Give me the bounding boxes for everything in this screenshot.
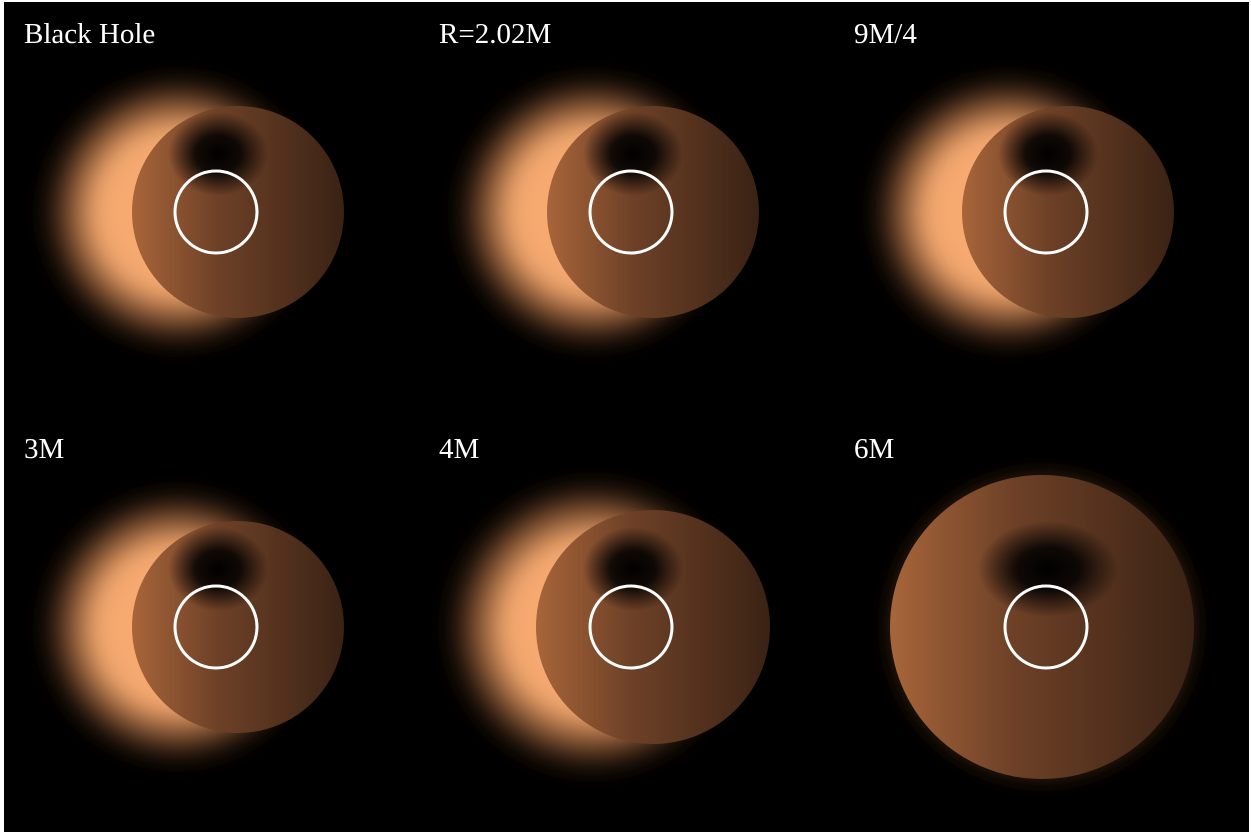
panel-9m-4: 9M/4 <box>834 2 1249 417</box>
panel-label: 6M <box>854 433 895 465</box>
shadow-spot <box>168 112 268 196</box>
compact-object-image <box>870 455 1214 799</box>
panel-label: 3M <box>24 433 65 465</box>
photon-ring <box>173 584 259 670</box>
image-grid: Black Hole R=2.02M 9M/4 3M 4M 6M <box>4 2 1249 832</box>
shadow-spot <box>583 112 683 196</box>
panel-label: 4M <box>439 433 480 465</box>
compact-object-image <box>860 64 1174 360</box>
shadow-spot <box>998 112 1098 196</box>
photon-ring <box>1003 584 1089 670</box>
shadow-spot <box>168 527 268 611</box>
black-hole-image <box>30 64 344 360</box>
photon-ring <box>1003 169 1089 255</box>
panel-label: Black Hole <box>24 18 156 50</box>
compact-object-image <box>434 468 770 786</box>
panel-r-2-02m: R=2.02M <box>419 2 834 417</box>
compact-object-image <box>445 64 759 360</box>
compact-object-image <box>30 479 344 775</box>
shadow-spot <box>583 527 683 611</box>
shadow-spot <box>978 521 1118 617</box>
shadow-disk <box>890 475 1194 779</box>
panel-6m: 6M <box>834 417 1249 832</box>
panel-label: 9M/4 <box>854 18 917 50</box>
panel-3m: 3M <box>4 417 419 832</box>
photon-ring <box>588 584 674 670</box>
panel-black-hole: Black Hole <box>4 2 419 417</box>
panel-label: R=2.02M <box>439 18 552 50</box>
photon-ring <box>588 169 674 255</box>
photon-ring <box>173 169 259 255</box>
panel-4m: 4M <box>419 417 834 832</box>
